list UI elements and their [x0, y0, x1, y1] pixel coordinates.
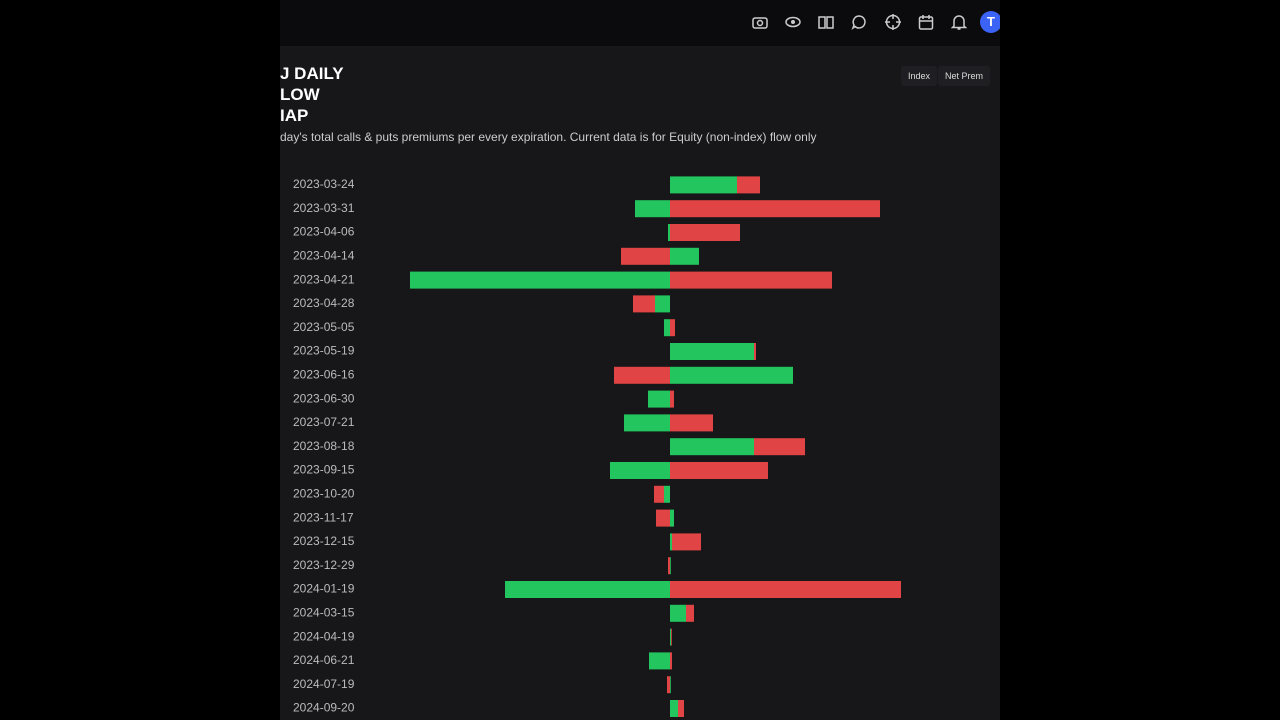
bar-segment: [410, 271, 670, 289]
bar-segment: [614, 366, 670, 384]
category-label: 2023-05-05: [293, 320, 355, 334]
bar-segment: [670, 628, 671, 646]
bar-segment: [670, 247, 699, 265]
bar-segment: [670, 652, 672, 670]
bar-segment: [654, 485, 664, 503]
bar-segment: [505, 581, 670, 598]
bar-segment: [670, 319, 675, 337]
bar-segment: [668, 224, 670, 241]
category-label: 2023-08-18: [293, 439, 355, 453]
bar-segment: [621, 247, 670, 265]
camera-icon[interactable]: [751, 13, 769, 31]
bar-segment: [667, 676, 670, 694]
category-label: 2024-01-19: [293, 582, 355, 596]
bar-segment: [672, 533, 701, 551]
category-label: 2023-04-06: [293, 225, 355, 239]
category-label: 2024-03-15: [293, 605, 355, 619]
category-label: 2023-06-30: [293, 391, 355, 405]
category-label: 2023-10-20: [293, 486, 355, 500]
bar-segment: [670, 414, 713, 432]
category-label: 2023-12-29: [293, 558, 355, 572]
bar-segment: [686, 604, 694, 622]
bar-segment: [664, 485, 670, 503]
bar-segment: [633, 295, 655, 313]
category-label: 2023-04-21: [293, 272, 355, 286]
bar-segment: [670, 676, 671, 694]
avatar[interactable]: T: [980, 11, 1000, 33]
top-bar: T: [280, 0, 1000, 46]
bar-segment: [754, 343, 756, 360]
bar-segment: [670, 462, 768, 479]
bar-segment: [624, 414, 670, 432]
bar-segment: [664, 319, 670, 337]
bar-segment: [754, 438, 805, 456]
bar-segment: [670, 604, 686, 622]
eye-icon[interactable]: [784, 13, 802, 31]
bar-segment: [670, 366, 793, 384]
title-line: IAP: [280, 106, 309, 125]
bar-segment: [668, 557, 670, 575]
book-icon[interactable]: [817, 13, 835, 31]
bar-segment: [656, 509, 670, 527]
chat-icon[interactable]: [850, 13, 868, 31]
bar-segment: [635, 200, 670, 218]
bar-segment: [670, 200, 880, 218]
category-label: 2023-03-31: [293, 201, 355, 215]
bar-segment: [670, 581, 901, 598]
bar-segment: [649, 652, 670, 670]
chart: 2023-03-24 2023-03-31 2023-04-06 2023-04-14…: [293, 176, 901, 717]
category-label: 2023-07-21: [293, 415, 355, 429]
category-label: 2023-04-14: [293, 248, 355, 262]
bar-segment: [610, 462, 670, 479]
category-label: 2023-12-15: [293, 534, 355, 548]
calendar-icon[interactable]: [917, 13, 935, 31]
bar-segment: [671, 628, 672, 646]
bar-segment: [670, 509, 674, 527]
category-label: 2024-09-20: [293, 701, 355, 715]
title-line: J DAILY: [280, 64, 344, 83]
bar-segment: [670, 557, 671, 575]
bar-segment: [670, 271, 832, 289]
bar-segment: [670, 224, 740, 241]
bar-segment: [670, 390, 674, 408]
category-label: 2024-04-19: [293, 629, 355, 643]
bar-segment: [670, 533, 672, 551]
bar-segment: [737, 176, 760, 194]
net-prem-button[interactable]: Net Prem: [938, 66, 991, 86]
target-icon[interactable]: [884, 13, 902, 31]
category-label: 2023-06-16: [293, 367, 355, 381]
bar-segment: [678, 700, 684, 717]
bell-icon[interactable]: [950, 13, 968, 31]
bar-segment: [670, 438, 754, 456]
category-label: 2023-11-17: [293, 510, 354, 524]
bar-segment: [670, 176, 737, 194]
subtitle: day's total calls & puts premiums per ev…: [280, 130, 817, 144]
category-label: 2023-05-19: [293, 344, 355, 358]
title-line: LOW: [280, 85, 320, 104]
category-label: 2023-04-28: [293, 296, 355, 310]
index-button[interactable]: Index: [901, 66, 938, 86]
bar-segment: [670, 700, 678, 717]
panel: T Index Net Prem J DAILY LOW IAP day's t…: [280, 0, 1000, 720]
category-label: 2024-06-21: [293, 653, 355, 667]
bar-segment: [670, 343, 754, 360]
category-label: 2023-09-15: [293, 463, 355, 477]
category-label: 2023-03-24: [293, 177, 355, 191]
category-label: 2024-07-19: [293, 677, 355, 691]
bar-segment: [648, 390, 670, 408]
bar-segment: [655, 295, 670, 313]
